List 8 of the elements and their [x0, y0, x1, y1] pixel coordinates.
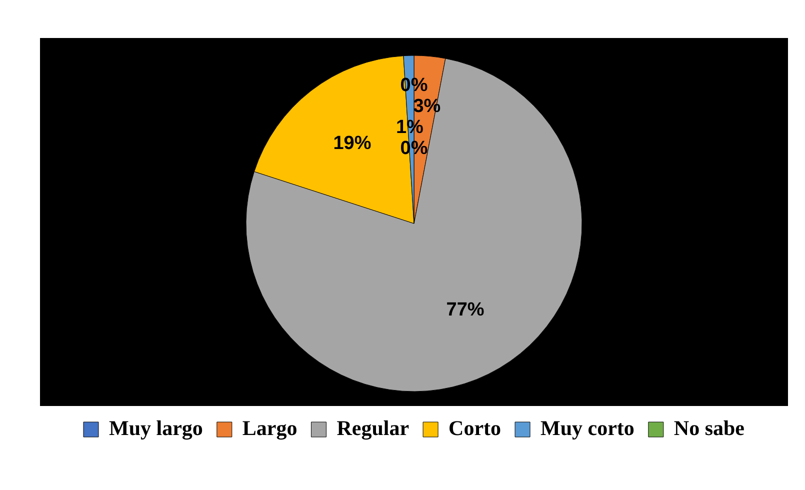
legend-label: Muy largo: [108, 416, 203, 440]
legend-label: Corto: [448, 416, 502, 440]
legend-label: Regular: [336, 416, 410, 440]
legend-label: Muy corto: [540, 416, 634, 440]
legend-label: Largo: [242, 416, 298, 440]
data-label: 77%: [446, 299, 484, 320]
legend-label: No sabe: [674, 416, 745, 440]
data-label: 19%: [333, 133, 372, 154]
